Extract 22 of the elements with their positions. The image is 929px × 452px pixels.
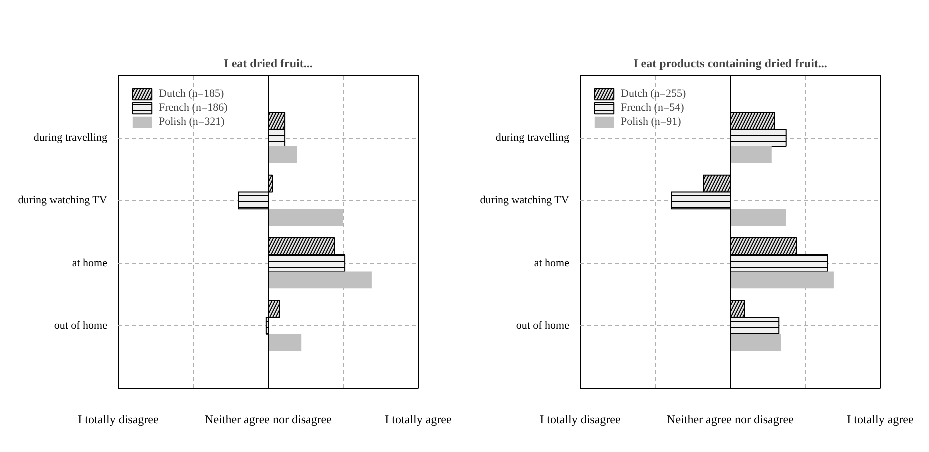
legend-label: Dutch (n=255) <box>621 87 686 101</box>
chart-title: I eat products containing dried fruit... <box>634 56 828 70</box>
y-tick-label: during watching TV <box>18 194 108 207</box>
text: I totally agree <box>847 412 914 426</box>
y-tick-label: out of home <box>54 320 108 332</box>
y-tick-label: at home <box>72 257 108 270</box>
legend-label: Polish (n=91) <box>621 115 682 129</box>
legend-label: French (n=54) <box>621 101 684 115</box>
legend-label: French (n=186) <box>159 101 228 115</box>
text: Neither agree nor disagree <box>667 412 794 426</box>
y-tick-label: during watching TV <box>480 194 570 207</box>
chart-title: I eat dried fruit... <box>224 56 313 70</box>
y-tick-label: during travelling <box>34 132 108 144</box>
y-tick-label: at home <box>534 257 570 270</box>
text: I totally disagree <box>78 412 159 426</box>
legend-label: Dutch (n=185) <box>159 87 224 101</box>
legend-label: Polish (n=321) <box>159 115 225 129</box>
y-tick-label: out of home <box>516 320 570 332</box>
y-tick-label: during travelling <box>496 132 570 144</box>
text: I totally agree <box>385 412 452 426</box>
text: Neither agree nor disagree <box>205 412 332 426</box>
text: I totally disagree <box>540 412 621 426</box>
